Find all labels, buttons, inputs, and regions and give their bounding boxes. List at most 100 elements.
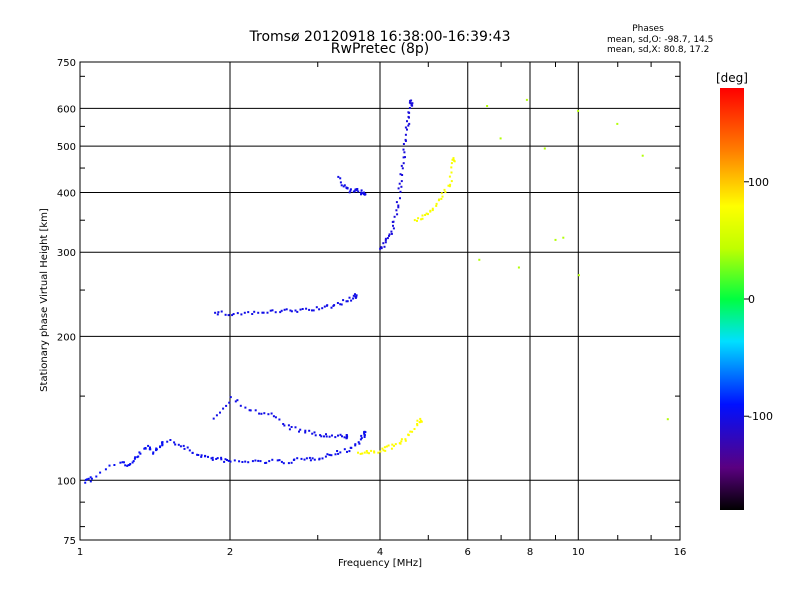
chart-subtitle: RwPretec (8p) [331, 41, 429, 57]
data-point [363, 432, 366, 435]
data-point [270, 412, 273, 415]
data-point [228, 401, 231, 404]
data-point [220, 456, 223, 459]
data-point [407, 434, 410, 437]
data-point [188, 449, 191, 452]
data-point [308, 308, 311, 311]
data-point [305, 457, 308, 460]
data-point [391, 443, 394, 446]
data-point [339, 303, 342, 306]
data-point [217, 311, 220, 314]
data-point [399, 173, 402, 176]
data-point [271, 309, 274, 312]
data-point [274, 311, 277, 314]
data-point [169, 439, 172, 441]
data-point [343, 436, 346, 439]
data-point [308, 429, 311, 432]
data-point [311, 432, 314, 435]
data-point [305, 307, 308, 310]
data-point [247, 311, 250, 314]
data-point [402, 162, 405, 165]
data-point [328, 453, 331, 456]
data-point [133, 457, 136, 460]
colorbar-tick-label: -100 [748, 410, 773, 423]
data-point [260, 412, 263, 415]
data-point [395, 209, 398, 212]
data-point [244, 460, 247, 463]
data-point [334, 453, 337, 456]
data-point [231, 314, 234, 317]
data-point [543, 147, 546, 150]
data-point [143, 447, 146, 450]
y-axis-label: Stationary phase Virtual Height [km] [39, 208, 50, 392]
data-point [419, 419, 422, 422]
data-point [373, 451, 376, 454]
data-point [121, 461, 124, 464]
data-point [337, 434, 339, 437]
axis-ticks: 1 2 4 6 8 10 16 75 100 200 300 400 500 600 750 [57, 58, 686, 558]
data-point [419, 417, 422, 420]
data-point [348, 296, 351, 299]
data-point [413, 219, 416, 222]
data-point [266, 311, 269, 314]
data-point [325, 435, 328, 438]
data-point [411, 104, 414, 107]
data-point [393, 215, 396, 218]
data-point [421, 217, 424, 220]
data-point [419, 420, 422, 423]
data-point [385, 445, 388, 448]
data-point [404, 126, 407, 129]
data-point [227, 459, 230, 462]
data-point [403, 151, 406, 154]
data-point [212, 417, 215, 420]
data-point [342, 299, 345, 302]
data-point [407, 111, 410, 114]
data-point [314, 434, 317, 437]
data-point [328, 435, 331, 438]
data-point [349, 188, 352, 191]
data-point [353, 190, 356, 193]
data-point [360, 437, 363, 440]
data-point [296, 457, 299, 460]
y-tick-label: 500 [57, 142, 76, 153]
data-point [214, 311, 217, 314]
colorbar-tick-label: 0 [748, 293, 755, 306]
data-point [429, 210, 432, 213]
stats-heading: Phases [632, 24, 664, 34]
data-point [478, 258, 481, 261]
x-tick-label: 4 [377, 547, 383, 558]
data-point [366, 451, 369, 454]
data-point [400, 440, 403, 443]
y-tick-label: 600 [57, 104, 76, 115]
data-point [350, 446, 353, 449]
data-point [401, 174, 404, 176]
data-point [247, 461, 250, 464]
data-point [450, 180, 453, 183]
data-point [400, 164, 403, 167]
colorbar-tick-label: 100 [748, 176, 769, 189]
data-point [282, 462, 285, 465]
data-point [232, 313, 235, 315]
data-point [404, 140, 407, 142]
data-point [124, 464, 127, 467]
data-point [402, 148, 405, 151]
data-point [128, 464, 131, 466]
data-point [324, 455, 327, 458]
data-point [417, 217, 420, 220]
data-point [361, 452, 364, 455]
data-point [346, 300, 349, 303]
data-point [271, 458, 274, 461]
data-point [303, 458, 306, 461]
data-point [425, 212, 428, 215]
data-point [348, 450, 351, 453]
data-point [354, 295, 357, 298]
y-tick-label: 75 [63, 536, 76, 547]
data-point [159, 445, 162, 448]
data-point [352, 297, 355, 300]
data-point [325, 433, 327, 436]
data-point [359, 438, 362, 441]
data-point [447, 184, 450, 187]
data-point [282, 423, 285, 425]
data-point [177, 443, 180, 446]
data-point [616, 122, 619, 125]
